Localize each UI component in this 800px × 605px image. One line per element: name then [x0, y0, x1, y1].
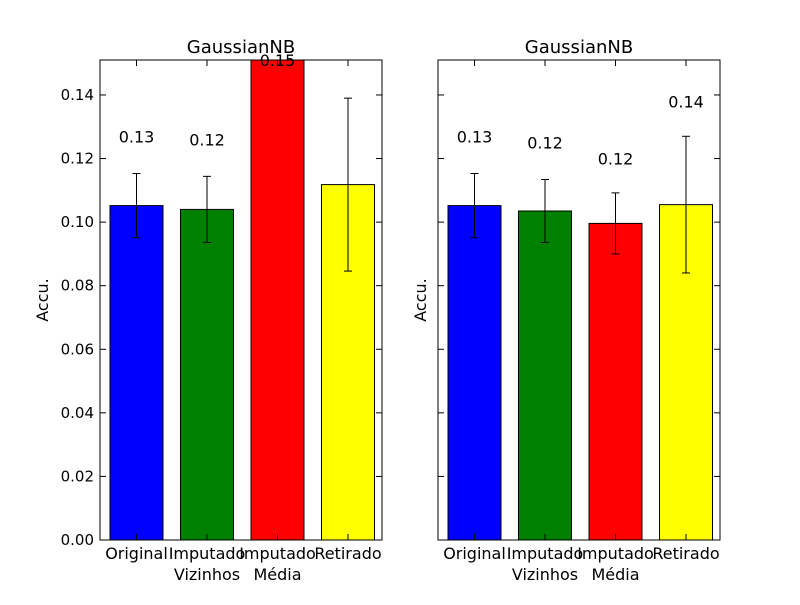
bar-2-2: [518, 210, 572, 541]
axes-frame-1: [99, 59, 383, 541]
x-tick-label-2-1-1: Original: [443, 544, 506, 563]
y-tick-label-0: 0.00: [61, 531, 94, 549]
data-label-2-3: 0.12: [598, 150, 634, 169]
data-label-2-2: 0.12: [527, 134, 563, 153]
data-label-1-1: 0.13: [119, 127, 155, 146]
x-tick-label-2-3-2: Média: [591, 565, 639, 584]
data-label-1-2: 0.12: [189, 130, 225, 149]
x-tick-label-1-3-1: Imputado: [239, 544, 316, 563]
x-tick-label-1-3-2: Média: [253, 565, 301, 584]
y-tick-label-2: 0.04: [61, 404, 94, 422]
chart-title-1: GaussianNB: [187, 37, 295, 58]
axes-frame-2: [437, 59, 721, 541]
chart-panel-1: 0.13 0.120.150.000.020.040.060.080.100.12…: [33, 37, 383, 584]
data-label-2-1: 0.13: [457, 127, 493, 146]
y-tick-label-4: 0.08: [61, 277, 94, 295]
x-tick-label-2-4-1: Retirado: [652, 544, 719, 563]
bar-1-1: [109, 205, 164, 541]
y-axis-label-2: Accu.: [411, 278, 430, 321]
bar-1-3: [250, 59, 305, 541]
y-axis-label-1: Accu.: [33, 278, 52, 321]
x-tick-label-2-2-2: Vizinhos: [512, 565, 578, 584]
x-tick-label-2-3-1: Imputado: [577, 544, 654, 563]
y-tick-label-5: 0.10: [61, 213, 94, 231]
x-tick-label-1-4-1: Retirado: [314, 544, 381, 563]
y-tick-label-3: 0.06: [61, 340, 94, 358]
y-tick-label-1: 0.02: [61, 467, 94, 485]
bar-2-1: [447, 205, 502, 541]
x-tick-label-2-2-1: Imputado: [507, 544, 584, 563]
y-tick-label-7: 0.14: [61, 86, 94, 104]
x-tick-label-1-2-1: Imputado: [169, 544, 246, 563]
bar-1-2: [180, 208, 234, 541]
chart-title-2: GaussianNB: [525, 37, 633, 58]
x-tick-label-1-2-2: Vizinhos: [174, 565, 240, 584]
y-tick-label-6: 0.12: [61, 150, 94, 168]
bar-2-3: [588, 222, 643, 541]
data-label-2-4: 0.14: [668, 92, 704, 111]
x-tick-label-1-1-1: Original: [105, 544, 168, 563]
